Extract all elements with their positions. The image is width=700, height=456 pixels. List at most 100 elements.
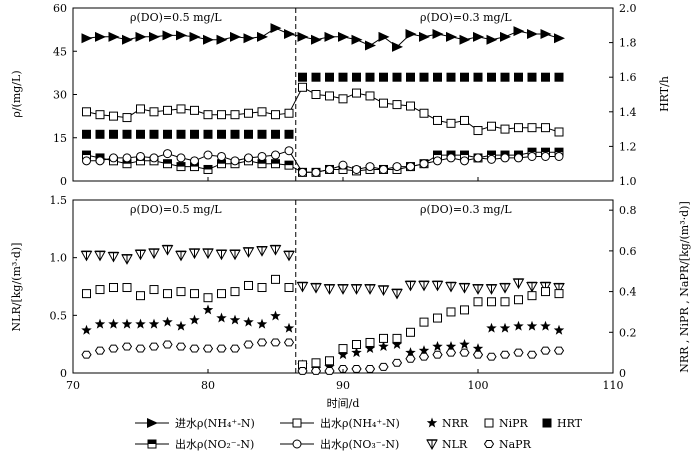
data-point <box>379 72 388 82</box>
data-point <box>473 31 484 42</box>
data-point <box>323 284 336 295</box>
data-point <box>230 287 240 297</box>
legend-marker <box>483 440 495 448</box>
data-point <box>391 339 403 349</box>
legend-marker <box>147 418 158 428</box>
data-point <box>406 327 415 337</box>
legend-label: NaPR <box>499 438 532 451</box>
data-point <box>365 40 376 51</box>
data-point <box>541 123 550 133</box>
data-point <box>134 249 147 261</box>
data-point <box>271 159 280 169</box>
data-point <box>108 31 120 42</box>
data-point <box>432 350 443 359</box>
data-point <box>257 31 268 42</box>
legend-item: HRT <box>542 417 583 430</box>
data-point <box>121 254 133 265</box>
data-point <box>514 72 523 82</box>
data-point <box>324 31 336 42</box>
x-tick-label: 90 <box>336 379 350 392</box>
data-point <box>296 281 309 293</box>
right-tick-label: 1.8 <box>619 37 637 50</box>
data-point <box>149 107 159 117</box>
data-point <box>189 344 200 353</box>
data-point <box>392 162 402 172</box>
data-point <box>379 164 388 174</box>
data-point <box>148 248 160 260</box>
data-point <box>80 250 93 262</box>
data-point <box>121 342 133 351</box>
legend-label: NRR <box>442 417 469 430</box>
data-point <box>324 367 335 375</box>
left-tick-label: 0 <box>60 367 67 380</box>
data-point <box>298 82 307 92</box>
data-point <box>283 250 295 262</box>
data-point <box>244 129 253 139</box>
data-point <box>136 129 145 139</box>
x-tick-label: 80 <box>201 379 215 392</box>
data-point <box>310 367 322 375</box>
data-point <box>500 153 510 163</box>
data-point <box>406 72 415 82</box>
top-annotation-do-0-3: ρ(DO)=0.3 mg/L <box>420 11 512 24</box>
data-point <box>95 285 105 295</box>
data-point <box>283 338 295 347</box>
data-point <box>311 167 321 177</box>
data-point <box>513 320 524 331</box>
data-point <box>256 245 268 257</box>
legend-label: HRT <box>557 417 583 430</box>
top-right-ticks: 1.0 1.2 1.4 1.6 1.8 2.0 <box>609 2 637 188</box>
legend: 进水ρ(NH₄⁺-N) 出水ρ(NH₄⁺-N) NRR NiPR HRT 出水ρ(NO₂⁻… <box>135 416 583 451</box>
data-point <box>109 153 118 163</box>
data-point <box>162 340 173 349</box>
data-point <box>527 151 537 161</box>
right-tick-label: 0.2 <box>619 326 637 339</box>
left-tick-label: 60 <box>53 2 67 15</box>
data-point <box>310 282 322 294</box>
data-point <box>297 31 309 42</box>
data-point <box>419 31 430 42</box>
left-tick-label: 1.5 <box>50 194 68 207</box>
data-point <box>203 150 213 160</box>
data-point <box>487 121 496 131</box>
data-point <box>298 72 307 82</box>
data-point <box>378 341 389 351</box>
data-point <box>364 364 376 373</box>
data-point <box>540 320 551 331</box>
data-point <box>95 129 105 139</box>
data-point <box>337 284 349 295</box>
legend-marker <box>426 439 438 451</box>
data-point <box>256 338 268 347</box>
top-left-ticks: 0 15 30 45 60 <box>53 2 77 188</box>
data-point <box>122 34 133 45</box>
data-point <box>352 340 361 350</box>
data-point <box>487 72 496 82</box>
data-point <box>82 129 91 139</box>
data-point <box>203 110 213 120</box>
legend-label: 出水ρ(NO₃⁻-N) <box>320 437 399 451</box>
data-point <box>190 156 199 166</box>
data-point <box>188 248 201 260</box>
data-point <box>445 341 457 351</box>
data-point <box>473 297 483 307</box>
data-point <box>431 280 444 292</box>
legend-label: 进水ρ(NH₄⁺-N) <box>175 417 255 430</box>
data-point <box>392 333 402 343</box>
x-tick-label: 100 <box>468 379 489 392</box>
data-point <box>514 295 523 305</box>
data-point <box>243 340 254 349</box>
data-point <box>148 318 160 329</box>
data-point <box>513 348 524 357</box>
data-point <box>486 322 497 333</box>
data-point <box>351 364 362 373</box>
right-tick-label: 1.2 <box>619 140 637 153</box>
data-point <box>217 110 226 120</box>
data-point <box>433 313 442 323</box>
data-point <box>446 72 456 82</box>
left-tick-label: 0 <box>60 175 67 188</box>
data-point <box>404 280 417 292</box>
data-point <box>257 129 267 139</box>
data-point <box>190 289 199 299</box>
data-point <box>433 72 442 82</box>
data-point <box>244 153 253 163</box>
